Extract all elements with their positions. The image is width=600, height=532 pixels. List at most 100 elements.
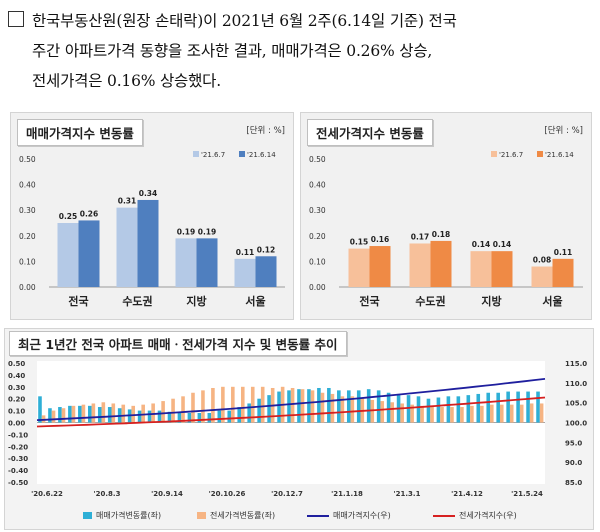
x-tick-label: '20.8.3 <box>94 490 121 498</box>
left-tick-label: -0.40 <box>8 467 28 475</box>
left-tick-label: -0.20 <box>8 443 28 451</box>
data-label: 0.14 <box>493 240 512 249</box>
sale-change-bar <box>87 405 92 423</box>
sale-change-bar <box>386 392 391 423</box>
data-label: 0.11 <box>554 248 573 257</box>
jeonse-change-bar <box>509 404 514 423</box>
sale-change-bar <box>267 395 271 423</box>
y-tick-label: 0.40 <box>309 181 326 190</box>
legend-swatch <box>307 514 329 517</box>
jeonse-change-bar <box>181 396 185 423</box>
legend-swatch <box>537 151 543 157</box>
sale-change-bar <box>107 407 112 423</box>
sale-change-bar <box>207 412 212 423</box>
jeonse-change-bar <box>121 404 126 423</box>
data-label: 0.26 <box>80 209 99 218</box>
y-tick-label: 0.20 <box>19 232 36 241</box>
jeonse-change-bar <box>111 403 116 423</box>
sale-change-bar <box>217 410 222 423</box>
y-tick-label: 0.10 <box>309 257 326 266</box>
legend-swatch <box>193 151 199 157</box>
intro-paragraph: 한국부동산원(원장 손태락)이 2021년 6월 2주(6.14일 기준) 전국… <box>8 6 592 96</box>
x-tick-label: '20.6.22 <box>31 490 63 498</box>
sale-change-bar <box>287 390 291 423</box>
jeonse-change-bar <box>470 405 474 423</box>
sale-change-bar <box>496 392 500 423</box>
jeonse-change-bar <box>440 407 444 423</box>
left-tick-label: 0.50 <box>8 360 25 368</box>
x-tick-label: '21.3.1 <box>394 490 421 498</box>
x-tick-label: '21.5.24 <box>511 490 543 498</box>
intro-line-2: 주간 아파트가격 동향을 조사한 결과, 매매가격은 0.26% 상승, <box>32 42 433 60</box>
jeonse-change-bar <box>221 386 225 423</box>
legend-swatch <box>433 514 455 517</box>
jeonse-change-bar <box>81 404 86 423</box>
bar <box>175 238 197 287</box>
panel-title: 매매가격지수 변동률 <box>17 119 143 146</box>
bar <box>470 251 492 287</box>
sale-change-bar <box>68 405 72 423</box>
sale-change-bar <box>446 396 451 423</box>
jeonse-change-bar <box>390 402 394 423</box>
jeonse-change-bar <box>519 404 524 423</box>
sale-change-bar <box>376 390 381 423</box>
bar <box>196 238 218 287</box>
x-tick-label: '21.1.18 <box>331 490 363 498</box>
sale-change-bar <box>476 393 481 423</box>
y-tick-label: 0.50 <box>309 155 326 164</box>
sale-change-bar <box>58 407 62 423</box>
legend-label: '21.6.7 <box>499 151 523 159</box>
sale-change-bar <box>466 395 471 423</box>
legend-label: 전세가격변동률(좌) <box>210 511 276 520</box>
jeonse-change-bar <box>490 404 494 423</box>
right-tick-label: 105.0 <box>565 400 587 408</box>
jeonse-change-bar <box>499 404 504 423</box>
jeonse-change-bar <box>240 386 245 423</box>
sale-change-bar <box>177 411 182 423</box>
jeonse-change-bar <box>529 403 534 423</box>
jeonse-change-bar <box>340 396 345 423</box>
left-tick-label: 0.10 <box>8 408 25 416</box>
data-label: 0.25 <box>59 212 78 221</box>
sale-change-bar <box>327 387 331 423</box>
sale-change-bar <box>366 389 371 423</box>
trend-combo-chart: 0.50 0.40 0.30 0.20 0.10 0.00 -0.10 -0.20 -0.30 -… <box>8 360 587 498</box>
legend-item: 매매가격지수(우) <box>307 510 391 521</box>
category-label: 전국 <box>359 294 379 308</box>
sale-change-bar <box>257 398 261 423</box>
legend-swatch <box>491 151 497 157</box>
jeonse-change-bar <box>410 404 414 423</box>
sale-change-bar <box>346 390 351 423</box>
bar <box>552 258 574 287</box>
y-tick-label: 0.30 <box>19 206 36 215</box>
category-label: 서울 <box>542 294 562 308</box>
intro-line-1: 한국부동산원(원장 손태락)이 2021년 6월 2주(6.14일 기준) 전국 <box>32 12 457 30</box>
bar <box>57 223 79 287</box>
jeonse-change-bar <box>191 392 195 423</box>
x-tick-label: '21.4.12 <box>451 490 483 498</box>
data-label: 0.31 <box>118 197 137 206</box>
jeonse-change-bar <box>231 386 235 423</box>
data-label: 0.14 <box>472 240 491 249</box>
jeonse-change-bar <box>320 392 325 423</box>
unit-label: [단위 : %] <box>544 126 583 136</box>
sale-change-bar <box>78 405 82 423</box>
panel-title: 전세가격지수 변동률 <box>307 119 433 146</box>
jeonse-change-panel: 전세가격지수 변동률 [단위 : %] 0.00 0.10 0.20 0.30 0.40… <box>300 112 592 320</box>
legend-item: 전세가격변동률(좌) <box>197 510 275 521</box>
left-tick-label: 0.40 <box>8 372 25 380</box>
category-label: 수도권 <box>415 295 445 308</box>
jeonse-change-bar <box>161 401 165 423</box>
jeonse-change-bar <box>41 415 46 423</box>
right-tick-label: 90.0 <box>565 459 582 467</box>
sale-change-bar <box>38 396 42 423</box>
y-tick-label: 0.00 <box>309 283 326 292</box>
jeonse-change-bar <box>201 390 205 423</box>
data-label: 0.12 <box>257 245 276 254</box>
legend-label: '21.6.14 <box>545 151 574 159</box>
x-tick-label: '20.12.7 <box>271 490 303 498</box>
jeonse-change-bar <box>430 407 434 423</box>
sale-change-panel: 매매가격지수 변동률 [단위 : %] 0.00 0.10 0.20 0.30 0.40… <box>10 112 294 320</box>
legend-label: 전세가격지수(우) <box>459 511 517 520</box>
sale-bar-chart: 0.00 0.10 0.20 0.30 0.40 0.50 '21.6.7 '21.6.14 0… <box>19 151 285 308</box>
